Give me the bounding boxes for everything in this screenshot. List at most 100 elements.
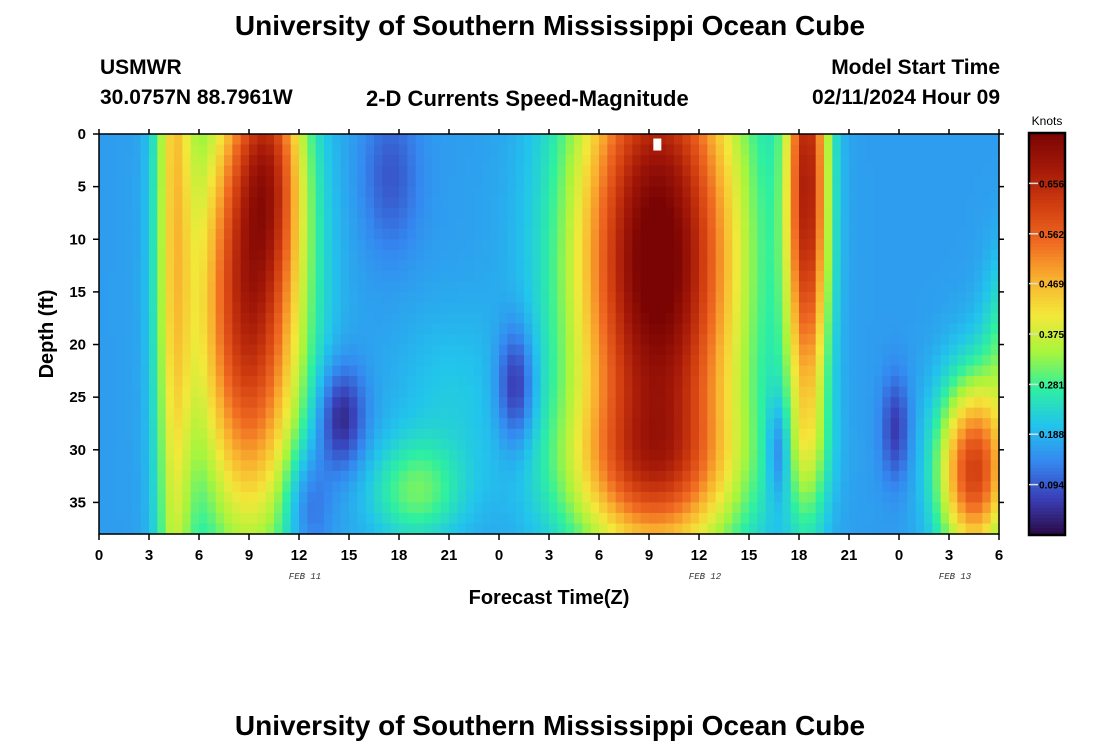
heatmap-cell xyxy=(332,155,342,167)
heatmap-cell xyxy=(565,470,575,482)
heatmap-cell xyxy=(707,376,717,388)
heatmap-cell xyxy=(765,355,775,367)
heatmap-cell xyxy=(707,270,717,282)
heatmap-cell xyxy=(432,502,442,514)
heatmap-cell xyxy=(115,270,125,282)
heatmap-cell xyxy=(707,365,717,377)
heatmap-cell xyxy=(332,291,342,304)
heatmap-cell xyxy=(840,134,850,146)
heatmap-cell xyxy=(974,197,983,209)
heatmap-cell xyxy=(140,523,150,535)
heatmap-cell xyxy=(965,460,975,472)
heatmap-cell xyxy=(790,418,800,430)
heatmap-cell xyxy=(282,386,292,398)
heatmap-cell xyxy=(415,470,425,482)
heatmap-cell xyxy=(799,239,808,251)
colorbar-band xyxy=(1029,256,1065,261)
heatmap-cell xyxy=(990,365,1000,377)
heatmap-cell xyxy=(849,376,858,388)
heatmap-cell xyxy=(640,481,650,493)
heatmap-cell xyxy=(574,302,583,314)
heatmap-cell xyxy=(232,449,242,461)
colorbar-band xyxy=(1029,307,1065,312)
heatmap-cell xyxy=(174,491,183,504)
heatmap-cell xyxy=(424,439,433,451)
heatmap-cell xyxy=(299,355,308,367)
heatmap-cell xyxy=(382,249,392,261)
heatmap-cell xyxy=(932,481,942,493)
heatmap-cell xyxy=(399,439,408,451)
heatmap-cell xyxy=(282,512,292,525)
heatmap-cell xyxy=(765,197,775,209)
heatmap-cell xyxy=(332,270,342,282)
heatmap-cell xyxy=(565,334,575,346)
heatmap-cell xyxy=(107,418,117,430)
heatmap-cell xyxy=(265,239,275,251)
colorbar-band xyxy=(1029,250,1065,255)
heatmap-cell xyxy=(790,428,800,440)
heatmap-cell xyxy=(749,134,758,146)
heatmap-cell xyxy=(124,481,133,493)
heatmap-cell xyxy=(832,418,842,430)
heatmap-cell xyxy=(699,449,708,461)
heatmap-cell xyxy=(540,449,550,461)
heatmap-cell xyxy=(157,502,167,514)
heatmap-cell xyxy=(249,449,258,461)
heatmap-cell xyxy=(299,439,308,451)
heatmap-cell xyxy=(332,249,342,261)
heatmap-cell xyxy=(432,418,442,430)
heatmap-cell xyxy=(257,481,267,493)
heatmap-cell xyxy=(174,407,183,419)
heatmap-cell xyxy=(582,218,592,230)
heatmap-cell xyxy=(374,323,383,335)
heatmap-cell xyxy=(240,502,250,514)
heatmap-cell xyxy=(732,165,742,177)
heatmap-cell xyxy=(732,260,742,272)
heatmap-cell xyxy=(549,197,558,209)
heatmap-cell xyxy=(765,365,775,377)
heatmap-cell xyxy=(557,334,567,346)
heatmap-cell xyxy=(199,197,208,209)
colorbar-band xyxy=(1029,156,1065,161)
heatmap-cell xyxy=(282,260,292,272)
heatmap-cell xyxy=(207,481,217,493)
heatmap-cell xyxy=(790,334,800,346)
heatmap-cell xyxy=(749,502,758,514)
heatmap-cell xyxy=(315,481,325,493)
heatmap-cell xyxy=(715,523,725,535)
heatmap-cell xyxy=(790,491,800,504)
heatmap-cell xyxy=(757,502,767,514)
heatmap-cell xyxy=(857,228,867,240)
heatmap-cell xyxy=(240,407,250,419)
heatmap-cell xyxy=(165,281,175,293)
heatmap-cell xyxy=(615,144,625,156)
heatmap-cell xyxy=(882,218,892,230)
heatmap-cell xyxy=(899,249,908,261)
heatmap-cell xyxy=(665,502,675,514)
heatmap-cell xyxy=(874,249,883,261)
heatmap-cell xyxy=(315,239,325,251)
heatmap-cell xyxy=(140,312,150,325)
heatmap-cell xyxy=(282,207,292,219)
heatmap-cell xyxy=(432,344,442,356)
heatmap-cell xyxy=(299,249,308,261)
heatmap-cell xyxy=(965,355,975,367)
heatmap-cell xyxy=(790,397,800,409)
heatmap-cell xyxy=(557,270,567,282)
heatmap-cell xyxy=(399,386,408,398)
heatmap-cell xyxy=(374,228,383,240)
heatmap-cell xyxy=(507,281,517,293)
heatmap-cell xyxy=(324,291,333,304)
heatmap-cell xyxy=(499,481,508,493)
heatmap-cell xyxy=(190,502,200,514)
heatmap-cell xyxy=(532,523,542,535)
heatmap-cell xyxy=(240,218,250,230)
heatmap-cell xyxy=(932,207,942,219)
heatmap-cell xyxy=(290,386,300,398)
heatmap-cell xyxy=(424,207,433,219)
heatmap-cell xyxy=(190,512,200,525)
heatmap-cell xyxy=(465,355,475,367)
heatmap-cell xyxy=(290,523,300,535)
heatmap-cell xyxy=(632,249,642,261)
heatmap-cell xyxy=(315,197,325,209)
